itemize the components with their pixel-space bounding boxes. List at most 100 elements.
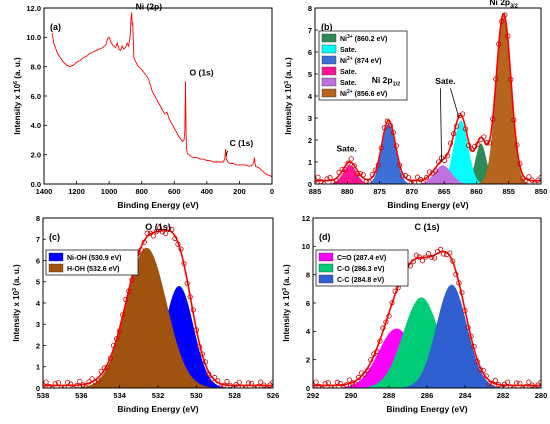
x-tick-label: 286 <box>421 391 434 400</box>
data-point-51 <box>196 344 202 350</box>
data-point-73 <box>264 386 270 388</box>
data-point-68 <box>517 380 523 387</box>
y-tick-label: 8 <box>308 4 312 13</box>
data-point-74 <box>535 382 541 388</box>
data-point-70 <box>523 177 529 183</box>
data-point-53 <box>471 343 477 350</box>
data-point-57 <box>215 378 221 384</box>
data-point-10 <box>342 166 348 173</box>
y-tick-label: 4 <box>308 92 313 101</box>
y-label-sup: 3 <box>284 81 290 84</box>
panel-d: 292 290 288 286 284 282 280 0 2 4 6 8 10 12 Binding En… <box>282 214 547 414</box>
data-point-26 <box>389 300 395 306</box>
data-point-46 <box>451 131 457 137</box>
plot-area <box>51 12 272 178</box>
data-point-47 <box>454 123 460 129</box>
data-point-8 <box>64 379 71 386</box>
data-point-74 <box>267 382 273 388</box>
data-point-9 <box>68 381 74 387</box>
legend-label-name: C-O (286.3 eV) <box>337 266 384 273</box>
data-point-57 <box>483 373 489 379</box>
data-point-24 <box>383 319 389 325</box>
data-point-28 <box>396 162 402 168</box>
data-point-23 <box>110 342 117 349</box>
y-tick-label: 8 <box>36 214 40 223</box>
y-tick-label: 1 <box>308 158 312 167</box>
data-point-12 <box>77 378 83 385</box>
data-point-52 <box>199 351 206 357</box>
data-point-34 <box>144 230 150 236</box>
data-point-37 <box>422 254 429 260</box>
data-point-15 <box>355 374 362 381</box>
data-point-8 <box>334 379 340 385</box>
data-point-64 <box>236 379 242 385</box>
x-axis-label: Binding Energy (eV) <box>387 200 468 210</box>
y-tick-label: 6.0 <box>31 92 41 101</box>
data-point-3 <box>319 385 325 388</box>
data-point-21 <box>375 162 381 168</box>
y-label-unit: (a. u.) <box>284 57 293 81</box>
data-point-33 <box>410 259 416 265</box>
y-label-text: Intensity x 10 <box>284 83 293 134</box>
y-label-unit: (a. u.) <box>282 264 291 288</box>
data-point-4 <box>322 381 328 387</box>
data-point-16 <box>360 172 366 178</box>
legend-label-sup: 3+ <box>347 34 353 40</box>
data-point-31 <box>405 174 412 181</box>
legend-swatch-2 <box>318 274 334 284</box>
legend-label-suffix: (874 eV) <box>353 58 382 65</box>
data-point-22 <box>378 145 384 151</box>
data-point-61 <box>496 41 502 47</box>
legend-label-4: Sate. <box>340 80 357 87</box>
annotation-text: Ni 2p <box>372 75 393 85</box>
data-point-60 <box>224 379 230 385</box>
annotation-0: Sate. <box>336 143 356 153</box>
x-axis-label: Binding Energy (eV) <box>117 200 198 210</box>
data-point-42 <box>169 226 175 233</box>
data-point-22 <box>107 355 114 361</box>
legend-swatch-2 <box>321 55 337 65</box>
y-tick-label: 5 <box>36 278 40 287</box>
data-point-45 <box>447 250 453 256</box>
data-point-47 <box>184 280 190 286</box>
data-point-49 <box>459 289 465 296</box>
panel-label: (d) <box>319 232 331 242</box>
legend-swatch-5 <box>321 88 337 98</box>
data-point-18 <box>95 377 101 383</box>
data-point-49 <box>460 111 466 117</box>
legend-label-suffix: (860.2 eV) <box>353 36 388 43</box>
data-point-35 <box>147 230 153 236</box>
x-tick-label: 538 <box>37 391 50 400</box>
data-point-34 <box>414 174 421 180</box>
data-point-20 <box>371 351 377 357</box>
data-point-36 <box>419 258 426 264</box>
data-point-70 <box>523 384 529 388</box>
data-point-14 <box>354 171 360 177</box>
data-point-49 <box>190 307 196 313</box>
y-tick-label: 4.0 <box>31 121 41 130</box>
x-axis-label: Binding Energy (eV) <box>117 404 198 414</box>
axes-frame <box>43 7 273 185</box>
x-tick-label: 875 <box>373 187 386 196</box>
peak-0 <box>313 328 541 388</box>
data-point-62 <box>230 386 236 388</box>
data-point-66 <box>511 117 517 123</box>
data-point-39 <box>428 254 435 260</box>
y-tick-label: 7 <box>36 235 40 244</box>
data-point-40 <box>431 255 438 261</box>
legend-swatch-0 <box>48 252 64 262</box>
legend-label-5: Ni2+ (856.6 eV) <box>340 89 387 98</box>
legend-label-name: Ni-OH (530.9 eV) <box>67 255 121 262</box>
annotation-text: Ni (2p) <box>136 1 163 11</box>
data-point-48 <box>187 294 193 300</box>
x-tick-label: 532 <box>152 391 165 400</box>
legend-swatch-0 <box>318 252 334 262</box>
y-tick-label: 5 <box>308 70 312 79</box>
data-point-4 <box>324 176 330 182</box>
data-point-44 <box>444 251 450 258</box>
peak-0 <box>315 143 541 184</box>
y-tick-label: 0.0 <box>31 180 41 189</box>
data-point-67 <box>245 380 252 386</box>
data-point-36 <box>420 180 427 184</box>
